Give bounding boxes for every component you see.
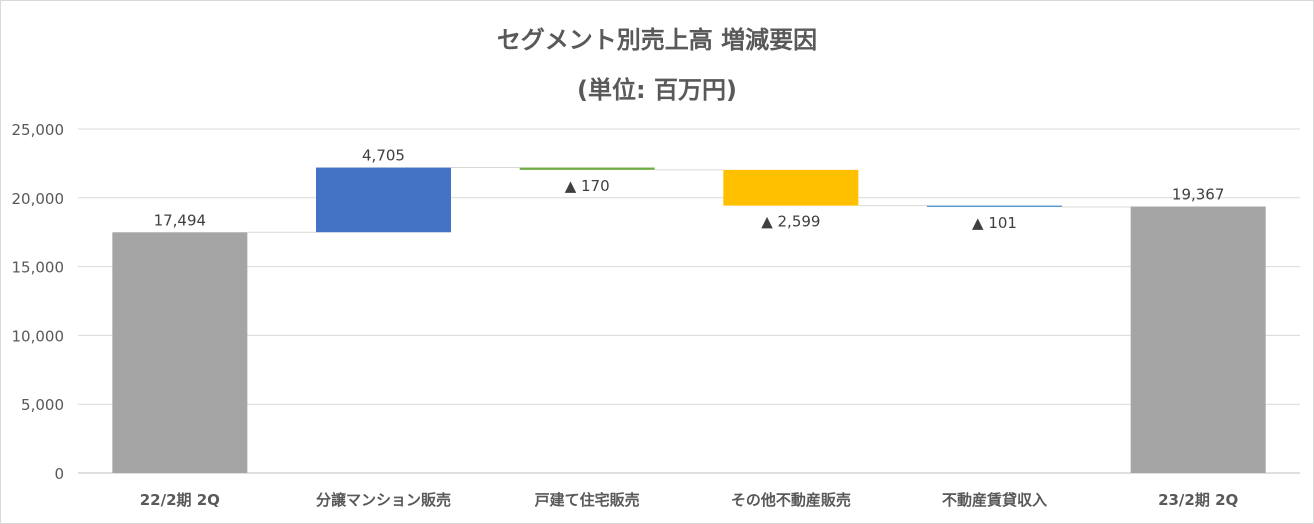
- data-label: ▲ 170: [565, 177, 610, 195]
- bar: [723, 169, 859, 206]
- data-label: ▲ 101: [972, 214, 1017, 232]
- bar: [927, 205, 1062, 208]
- bar: [519, 167, 655, 170]
- chart-title: セグメント別売上高 増減要因: [496, 26, 818, 54]
- y-tick-label: 5,000: [21, 396, 64, 414]
- x-category-label: その他不動産販売: [731, 491, 851, 509]
- x-category-label: 分譲マンション販売: [316, 491, 451, 509]
- y-tick-label: 10,000: [12, 327, 65, 345]
- data-label: 17,494: [154, 211, 207, 229]
- y-tick-label: 20,000: [12, 190, 65, 208]
- data-label: 4,705: [362, 147, 405, 165]
- chart-subtitle: (単位: 百万円): [577, 76, 737, 104]
- x-category-label: 不動産賃貸収入: [942, 491, 1047, 509]
- data-label: 19,367: [1172, 186, 1225, 204]
- bar: [1130, 206, 1266, 474]
- bar: [112, 232, 248, 473]
- x-category-label: 23/2期 2Q: [1158, 491, 1238, 509]
- bar: [316, 167, 451, 233]
- x-category-label: 戸建て住宅販売: [535, 491, 640, 509]
- y-tick-label: 25,000: [12, 121, 65, 139]
- data-label: ▲ 2,599: [761, 213, 820, 231]
- y-tick-label: 0: [54, 465, 64, 483]
- y-tick-label: 15,000: [12, 259, 65, 277]
- x-category-label: 22/2期 2Q: [140, 491, 220, 509]
